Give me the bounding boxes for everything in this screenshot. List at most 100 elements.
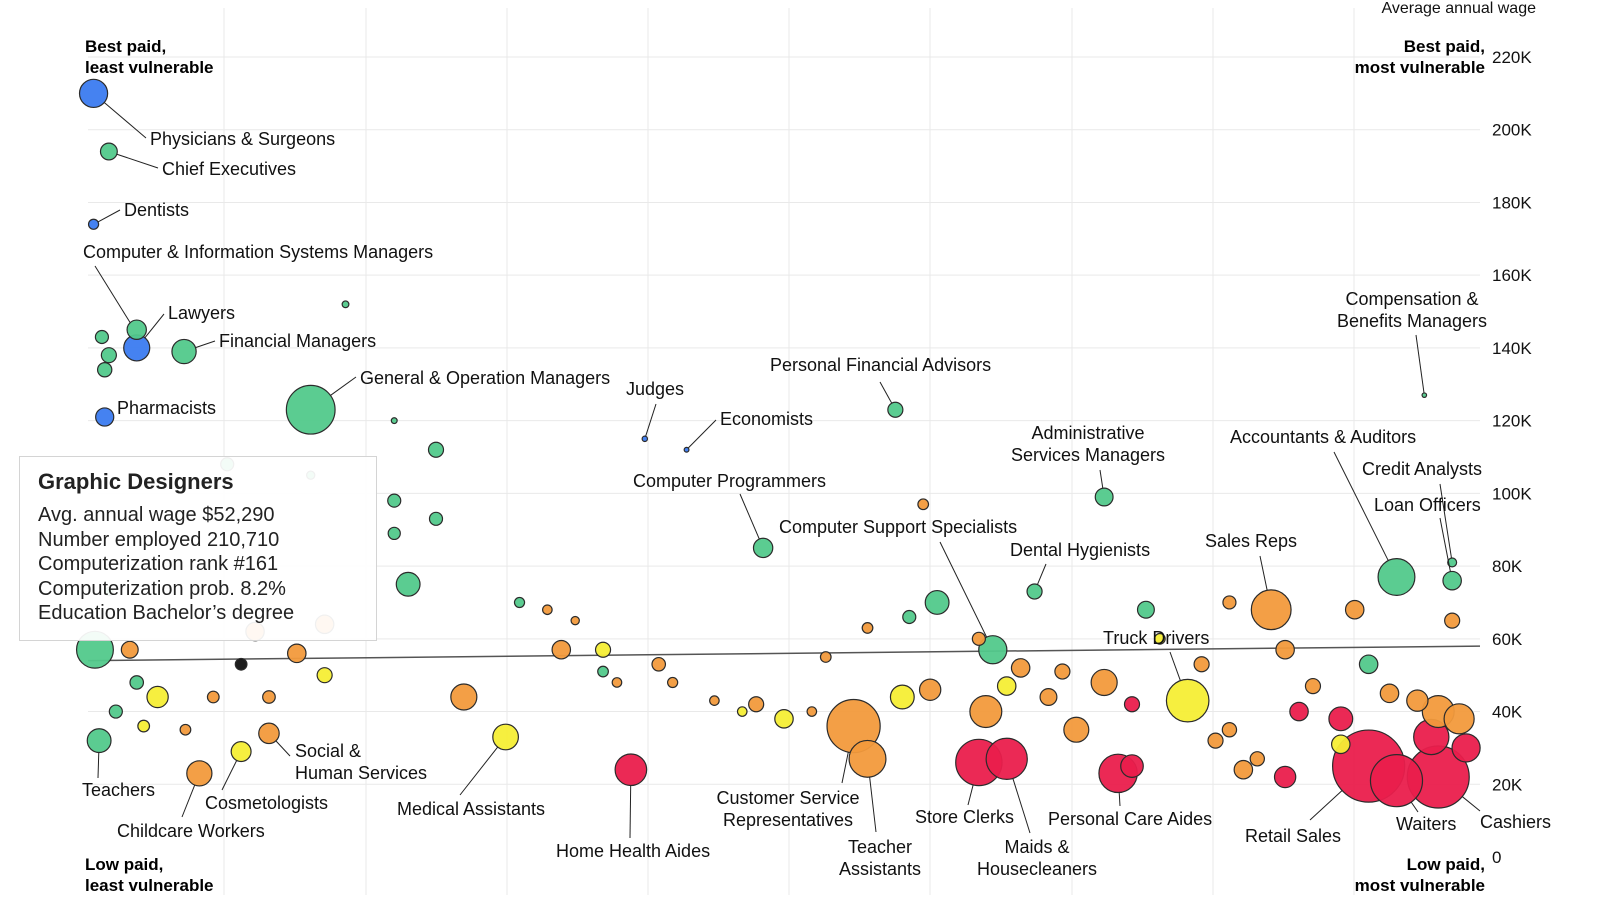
bubble-economists[interactable] [683, 446, 690, 453]
bubble-81[interactable] [96, 361, 113, 378]
bubble-accountants-and-auditors[interactable] [1377, 557, 1416, 597]
bubble-maids-and-housecleaners[interactable] [985, 737, 1028, 780]
bubble-20[interactable] [262, 690, 276, 704]
bubble-75[interactable] [1273, 765, 1297, 789]
bubble-42[interactable] [889, 684, 915, 710]
bubble-49[interactable] [1063, 716, 1090, 743]
bubble-6[interactable] [387, 526, 401, 541]
bubble-43[interactable] [918, 678, 942, 701]
bubble-medical-assistants[interactable] [492, 723, 519, 751]
bubble-dentists[interactable] [87, 218, 100, 230]
bubble-79[interactable] [179, 723, 192, 736]
bubble-compensation-and-benefits-managers[interactable] [1421, 392, 1428, 399]
bubble-22[interactable] [234, 657, 248, 671]
bubble-7[interactable] [395, 571, 421, 597]
bubble-14[interactable] [450, 683, 478, 711]
bubble-27[interactable] [594, 641, 612, 658]
bubble-17[interactable] [129, 675, 145, 690]
bubble-40[interactable] [917, 498, 930, 511]
bubble-63[interactable] [1304, 677, 1322, 695]
bubble-33[interactable] [736, 706, 748, 717]
bubble-26[interactable] [551, 639, 572, 660]
bubble-45[interactable] [971, 631, 986, 646]
bubble-computer-support-specialists[interactable] [978, 635, 1008, 665]
bubble-9[interactable] [100, 347, 117, 364]
bubble-administrative-services-managers[interactable] [1094, 487, 1114, 507]
bubble-41[interactable] [924, 589, 950, 615]
bubble-28[interactable] [597, 665, 609, 678]
bubble-38[interactable] [861, 621, 874, 634]
bubble-59[interactable] [1222, 595, 1237, 610]
bubble-13[interactable] [286, 643, 307, 664]
bubble-sales-reps[interactable] [1250, 589, 1292, 631]
bubble-judges[interactable] [641, 435, 649, 443]
bubble-25[interactable] [570, 615, 580, 626]
bubble-pharmacists[interactable] [95, 407, 115, 427]
bubble-credit-analysts[interactable] [1447, 557, 1458, 568]
bubble-36[interactable] [774, 709, 794, 729]
bubble-chief-executives[interactable] [99, 142, 118, 161]
bubble-35[interactable] [806, 706, 818, 717]
bubble-76[interactable] [1233, 759, 1254, 780]
bubble-78[interactable] [120, 640, 139, 659]
bubble-32[interactable] [709, 695, 720, 706]
bubble-personal-financial-advisors[interactable] [887, 401, 904, 418]
bubble-15[interactable] [146, 685, 169, 709]
bubble-39[interactable] [902, 609, 917, 625]
bubble-2[interactable] [390, 417, 398, 425]
bubble-childcare-workers[interactable] [186, 760, 213, 787]
bubble-8[interactable] [341, 300, 350, 309]
bubble-47[interactable] [1010, 658, 1031, 678]
bubble-19[interactable] [206, 690, 220, 704]
bubble-64[interactable] [1330, 734, 1351, 755]
bubble-66[interactable] [1358, 654, 1379, 675]
bubble-23[interactable] [513, 596, 526, 609]
bubble-54[interactable] [1153, 632, 1166, 645]
bubble-cosmetologists[interactable] [230, 741, 252, 763]
bubble-computer-and-information-systems-managers[interactable] [126, 319, 147, 340]
bubble-61[interactable] [1275, 639, 1295, 660]
bubble-67[interactable] [1379, 683, 1400, 704]
bubble-31[interactable] [667, 676, 679, 689]
bubble-34[interactable] [748, 696, 765, 713]
bubble-53[interactable] [1136, 600, 1155, 619]
bubble-58[interactable] [1221, 721, 1238, 738]
bubble-68[interactable] [1406, 689, 1429, 712]
bubble-71[interactable] [1443, 703, 1475, 735]
bubble-60[interactable] [1249, 751, 1266, 767]
bubble-46[interactable] [996, 676, 1017, 696]
bubble-30[interactable] [651, 656, 667, 672]
bubble-37[interactable] [819, 651, 832, 663]
bubble-44[interactable] [969, 695, 1003, 729]
bubble-computer-programmers[interactable] [752, 537, 774, 559]
bubble-teachers[interactable] [86, 728, 112, 754]
bubble-24[interactable] [542, 604, 553, 616]
bubble-57[interactable] [1207, 732, 1224, 749]
bubble-financial-managers[interactable] [171, 338, 197, 365]
bubble-16[interactable] [316, 667, 333, 684]
bubble-21[interactable] [137, 719, 151, 733]
bubble-62[interactable] [1289, 701, 1309, 722]
bubble-dental-hygienists[interactable] [1026, 583, 1043, 600]
bubble-56[interactable] [1193, 656, 1210, 673]
bubble-55[interactable] [1120, 754, 1144, 778]
bubble-teacher-assistants[interactable] [848, 739, 887, 778]
bubble-52[interactable] [1123, 696, 1141, 713]
bubble-general-and-operation-managers[interactable] [285, 384, 336, 435]
bubble-truck-drivers[interactable] [1165, 678, 1210, 723]
bubble-65[interactable] [1344, 599, 1365, 620]
bubble-waiters[interactable] [1369, 754, 1424, 808]
bubble-5[interactable] [428, 511, 444, 526]
bubble-51[interactable] [1090, 668, 1118, 697]
bubble-social-and-human-services[interactable] [258, 722, 280, 745]
bubble-loan-officers[interactable] [1442, 570, 1462, 591]
bubble-48[interactable] [1039, 687, 1058, 706]
bubble-18[interactable] [108, 704, 123, 719]
bubble-50[interactable] [1054, 663, 1071, 680]
bubble-3[interactable] [427, 441, 445, 458]
bubble-70[interactable] [1444, 612, 1461, 629]
bubble-74[interactable] [1328, 706, 1354, 732]
bubble-physicians-and-surgeons[interactable] [78, 78, 109, 109]
bubble-10[interactable] [94, 329, 110, 345]
bubble-29[interactable] [611, 677, 623, 688]
